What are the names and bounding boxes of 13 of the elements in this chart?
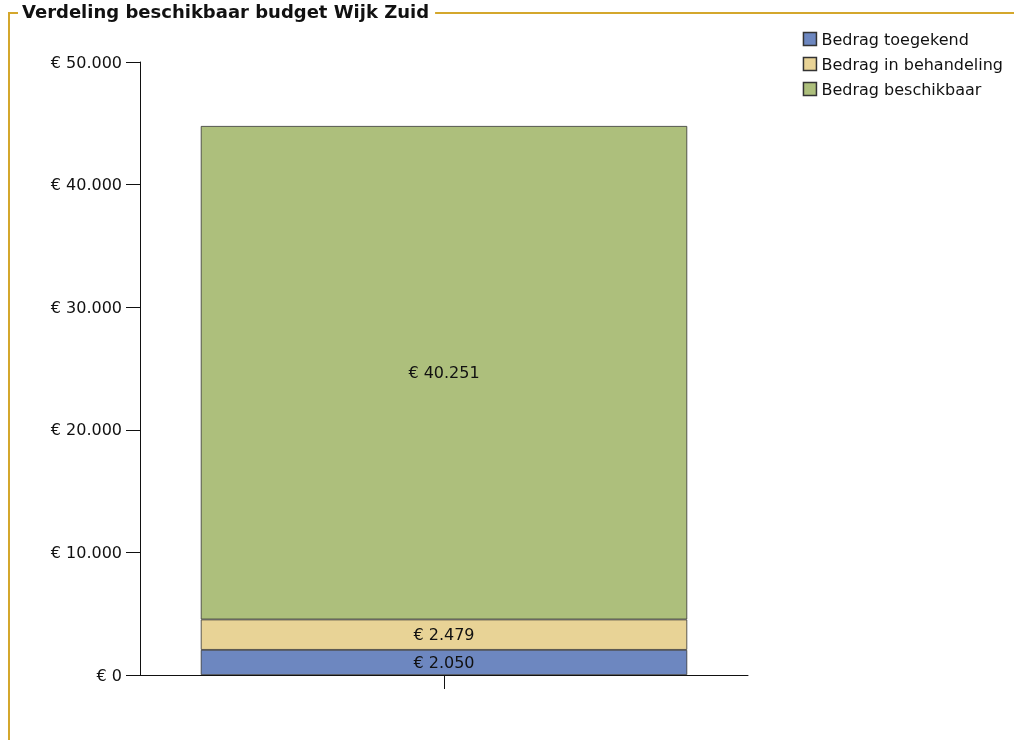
y-tick-label: € 30.000 (50, 297, 122, 317)
y-tick-label: € 10.000 (50, 542, 122, 562)
legend-label: Bedrag toegekend (821, 29, 969, 49)
legend-label: Bedrag beschikbaar (821, 79, 982, 99)
legend-label: Bedrag in behandeling (821, 54, 1003, 74)
y-tick-label: € 0 (96, 665, 122, 685)
y-tick-label: € 50.000 (50, 52, 122, 72)
y-tick-label: € 20.000 (50, 420, 122, 440)
data-label: € 2.479 (413, 625, 475, 645)
chart-title: Verdeling beschikbaar budget Wijk Zuid (22, 0, 430, 22)
data-label: € 2.050 (413, 652, 475, 672)
data-label: € 40.251 (408, 363, 480, 383)
y-tick-label: € 40.000 (50, 175, 122, 195)
